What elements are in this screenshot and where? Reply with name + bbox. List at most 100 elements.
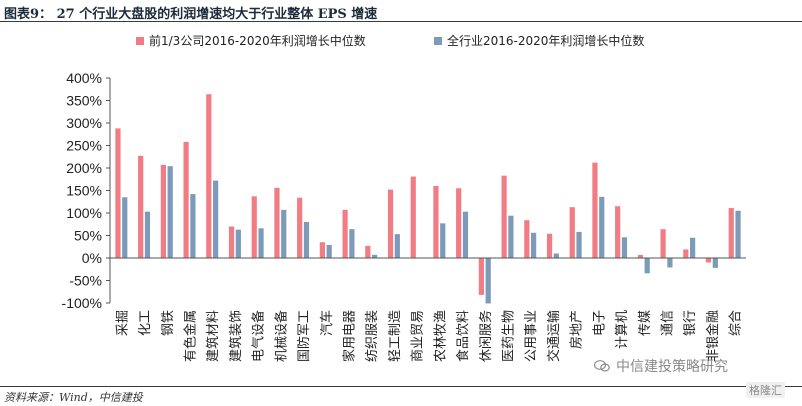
bar-series-1 xyxy=(206,94,212,258)
bar-series-1 xyxy=(637,254,643,258)
bar-series-2 xyxy=(281,209,287,258)
footer-divider xyxy=(0,386,802,387)
x-tick-label: 钢铁 xyxy=(161,310,176,336)
x-tick-label: 通信 xyxy=(661,310,676,336)
y-tick-label: 50% xyxy=(74,228,102,244)
y-tick-label: 350% xyxy=(66,93,102,109)
x-tick-label: 纺织服装 xyxy=(365,310,380,362)
bar-series-2 xyxy=(644,258,650,274)
bar-series-1 xyxy=(705,258,712,263)
bar-series-2 xyxy=(553,253,559,258)
legend-item-series-1: 前1/3公司2016-2020年利润增长中位数 xyxy=(136,32,366,49)
bar-series-2 xyxy=(144,211,151,258)
bar-series-1 xyxy=(501,175,507,258)
gelonghui-logo: 格隆汇 xyxy=(746,382,785,398)
x-tick-label: 银行 xyxy=(683,310,698,336)
bar-series-2 xyxy=(621,237,628,258)
x-tick-label: 家用电器 xyxy=(342,310,358,362)
bar-series-1 xyxy=(251,196,257,258)
bar-series-1 xyxy=(683,249,689,258)
x-tick-label: 医药生物 xyxy=(502,310,517,362)
x-tick-label: 机械设备 xyxy=(273,310,289,362)
y-tick-label: 300% xyxy=(66,115,102,131)
x-tick-label: 有色金属 xyxy=(183,310,199,362)
bar-series-1 xyxy=(478,258,484,295)
bar-series-2 xyxy=(303,222,310,258)
legend: 前1/3公司2016-2020年利润增长中位数 全行业2016-2020年利润增… xyxy=(0,32,802,50)
bar-series-2 xyxy=(690,237,696,258)
x-tick-label: 国防军工 xyxy=(296,310,312,362)
bar-series-2 xyxy=(394,234,400,258)
bar-series-2 xyxy=(667,258,673,268)
legend-label-series-1: 前1/3公司2016-2020年利润增长中位数 xyxy=(149,34,366,48)
bar-series-1 xyxy=(228,226,235,258)
bar-series-2 xyxy=(213,180,219,258)
y-tick-label: -50% xyxy=(69,273,102,289)
x-tick-label: 交通运输 xyxy=(546,310,562,362)
x-tick-label: 公用事业 xyxy=(524,310,539,362)
x-tick-label: 化工 xyxy=(138,310,153,336)
bar-series-2 xyxy=(167,166,173,258)
bar-series-2 xyxy=(349,229,355,258)
bar-series-2 xyxy=(712,258,718,268)
x-tick-label: 综合 xyxy=(729,310,744,336)
bar-series-1 xyxy=(115,128,121,258)
bar-chart: -100% -50% 0% 50% 100% 150% 200% 250% 300% 350% 40… xyxy=(62,70,746,362)
bar-series-2 xyxy=(235,229,241,258)
bar-series-2 xyxy=(485,258,491,304)
legend-item-series-2: 全行业2016-2020年利润增长中位数 xyxy=(434,32,644,49)
bar-series-2 xyxy=(190,194,196,258)
legend-swatch-series-1 xyxy=(136,36,144,45)
x-tick-label: 休闲服务 xyxy=(478,310,494,362)
y-tick-label: 200% xyxy=(66,160,102,176)
bar-series-1 xyxy=(728,208,734,258)
bar-series-2 xyxy=(462,211,469,258)
x-tick-label: 轻工制造 xyxy=(388,310,403,362)
legend-swatch-series-2 xyxy=(434,36,442,45)
bar-series-1 xyxy=(615,206,621,258)
y-tick-label: 250% xyxy=(66,138,102,154)
x-tick-label: 房地产 xyxy=(569,310,585,349)
bar-series-1 xyxy=(410,176,416,258)
bar-series-2 xyxy=(735,210,741,258)
x-tick-label: 商业贸易 xyxy=(411,310,426,362)
bar-series-1 xyxy=(160,164,166,258)
bar-series-2 xyxy=(326,244,332,258)
x-tick-label: 采掘 xyxy=(115,310,130,336)
y-tick-label: 100% xyxy=(66,205,102,221)
x-tick-label: 建筑装饰 xyxy=(228,310,244,362)
bar-series-1 xyxy=(387,189,394,258)
bar-series-2 xyxy=(576,231,582,258)
x-tick-label: 食品饮料 xyxy=(455,310,471,362)
bar-series-1 xyxy=(660,229,666,258)
bar-series-1 xyxy=(456,188,462,258)
x-tick-label: 传媒 xyxy=(638,310,653,336)
bar-series-2 xyxy=(440,223,446,258)
x-tick-label: 农林牧渔 xyxy=(433,310,448,362)
y-tick-label: 150% xyxy=(66,183,102,199)
x-tick-label: 电气设备 xyxy=(251,310,267,362)
bar-series-2 xyxy=(372,254,378,258)
y-tick-label: 0% xyxy=(82,250,102,266)
bar-series-1 xyxy=(274,187,280,258)
watermark: 中信建投策略研究 xyxy=(594,356,728,376)
bar-series-1 xyxy=(524,220,530,258)
x-tick-label: 电子 xyxy=(592,310,607,336)
bar-series-1 xyxy=(592,162,598,258)
bar-series-1 xyxy=(319,242,325,258)
source-note: 资料来源：Wind，中信建投 xyxy=(4,391,143,404)
bar-series-1 xyxy=(433,186,439,258)
x-tick-label: 汽车 xyxy=(319,310,335,336)
bar-series-1 xyxy=(342,209,348,258)
bar-series-1 xyxy=(138,155,144,258)
bar-series-1 xyxy=(365,245,371,258)
wechat-icon xyxy=(594,360,610,372)
y-tick-label: -100% xyxy=(62,295,102,311)
bar-series-1 xyxy=(546,233,553,258)
bar-series-1 xyxy=(297,197,303,258)
legend-label-series-2: 全行业2016-2020年利润增长中位数 xyxy=(447,34,645,48)
bar-series-1 xyxy=(183,141,189,258)
bar-series-1 xyxy=(569,207,575,258)
x-tick-label: 计算机 xyxy=(615,310,630,349)
x-tick-label: 非银金融 xyxy=(705,310,721,362)
